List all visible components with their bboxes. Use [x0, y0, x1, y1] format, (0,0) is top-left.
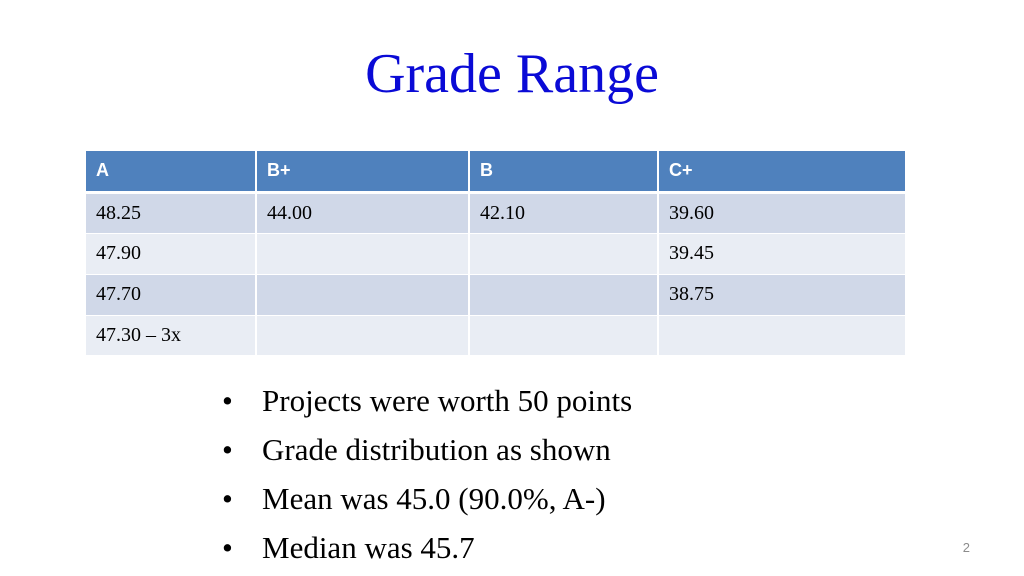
- header-cell-b: B: [469, 151, 659, 194]
- table-cell: 47.70: [86, 274, 257, 316]
- header-cell-b-plus: B+: [256, 151, 470, 194]
- grade-table: A B+ B C+ 48.25 44.00 42.10 39.60 47.90 …: [86, 151, 905, 356]
- table-cell: [256, 274, 470, 316]
- bullet-text: Mean was 45.0 (90.0%, A-): [262, 481, 606, 516]
- table-header-row: A B+ B C+: [86, 151, 905, 194]
- table-cell: 44.00: [256, 192, 470, 234]
- table-cell: 39.45: [658, 233, 905, 275]
- table-cell: 42.10: [469, 192, 659, 234]
- bullet-item: • Median was 45.7: [222, 523, 632, 572]
- table-cell: 38.75: [658, 274, 905, 316]
- table-cell: 48.25: [86, 192, 257, 234]
- table-cell: 47.90: [86, 233, 257, 275]
- bullet-list: • Projects were worth 50 points • Grade di…: [222, 376, 632, 572]
- slide-title: Grade Range: [365, 43, 659, 105]
- bullet-item: • Grade distribution as shown: [222, 425, 632, 474]
- table-row: 47.30 – 3x: [86, 315, 905, 356]
- table-cell: [256, 315, 470, 356]
- table-row: 48.25 44.00 42.10 39.60: [86, 192, 905, 234]
- table-cell: 39.60: [658, 192, 905, 234]
- table-cell: [469, 315, 659, 356]
- bullet-item: • Projects were worth 50 points: [222, 376, 632, 425]
- table-cell: 47.30 – 3x: [86, 315, 257, 356]
- table-cell: [256, 233, 470, 275]
- header-cell-c-plus: C+: [658, 151, 905, 194]
- table-cell: [469, 274, 659, 316]
- table-cell: [658, 315, 905, 356]
- table-row: 47.70 38.75: [86, 274, 905, 316]
- bullet-text: Projects were worth 50 points: [262, 383, 633, 418]
- bullet-item: • Mean was 45.0 (90.0%, A-): [222, 474, 632, 523]
- bullet-text: Grade distribution as shown: [262, 432, 611, 467]
- bullet-marker: •: [222, 432, 233, 467]
- header-cell-a: A: [86, 151, 257, 194]
- table-row: 47.90 39.45: [86, 233, 905, 275]
- bullet-marker: •: [222, 530, 233, 565]
- table-cell: [469, 233, 659, 275]
- bullet-marker: •: [222, 481, 233, 516]
- page-number: 2: [962, 540, 970, 555]
- bullet-marker: •: [222, 383, 233, 418]
- bullet-text: Median was 45.7: [262, 530, 475, 565]
